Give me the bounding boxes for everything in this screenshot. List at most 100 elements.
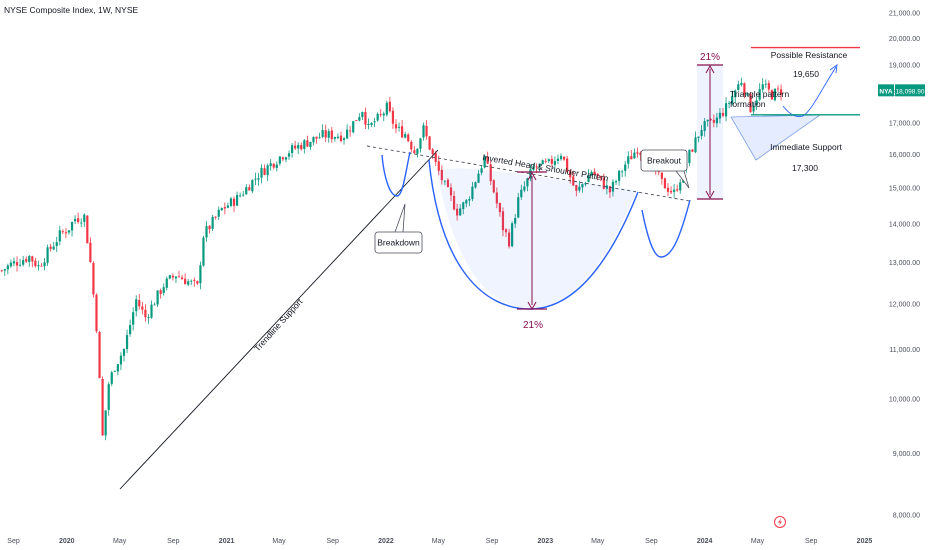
candle-body xyxy=(770,90,774,100)
candle-body xyxy=(776,88,780,90)
candle-body xyxy=(379,114,382,116)
y-tick-label: 9,000.00 xyxy=(893,451,920,458)
candle-body xyxy=(55,242,58,247)
triangle-label-line2: formation xyxy=(730,99,766,109)
candle-body xyxy=(697,136,700,138)
x-tick-label: 2025 xyxy=(857,538,873,545)
candle-body xyxy=(321,129,324,137)
candle-body xyxy=(474,182,477,188)
candle-body xyxy=(434,153,437,162)
lightning-icon[interactable] xyxy=(774,516,786,528)
candle-body xyxy=(602,177,605,189)
candle-body xyxy=(486,156,489,164)
candle-body xyxy=(208,225,211,230)
candle-body xyxy=(483,155,486,168)
candle-body xyxy=(92,262,95,295)
y-tick-label: 8,000.00 xyxy=(893,513,920,520)
candle-body xyxy=(446,179,450,188)
candle-body xyxy=(572,176,575,186)
y-tick-label: 14,000.00 xyxy=(889,221,920,228)
candle-body xyxy=(694,137,697,153)
candle-body xyxy=(410,141,413,150)
candle-body xyxy=(639,152,642,156)
candle-body xyxy=(37,265,40,267)
measure-head-arrow-up xyxy=(527,171,537,181)
candle-body xyxy=(526,178,529,187)
candle-body xyxy=(61,231,64,233)
candle-body xyxy=(779,89,783,95)
candle-body xyxy=(614,181,618,183)
y-tick-label: 20,000.00 xyxy=(889,36,920,43)
candle-body xyxy=(196,281,199,284)
candle-body xyxy=(578,186,581,191)
candle-body xyxy=(202,237,205,266)
candle-body xyxy=(153,304,156,306)
candle-body xyxy=(431,149,434,154)
candle-body xyxy=(251,179,254,192)
candle-body xyxy=(297,145,300,149)
candle-body xyxy=(663,178,667,189)
candle-body xyxy=(272,163,275,168)
candle-body xyxy=(599,175,602,178)
candle-body xyxy=(122,349,126,356)
candle-body xyxy=(511,223,514,247)
candle-body xyxy=(581,184,584,188)
candle-body xyxy=(764,83,767,85)
candle-body xyxy=(495,192,498,204)
candle-body xyxy=(520,189,523,198)
x-tick-label: Sep xyxy=(167,538,180,545)
candle-body xyxy=(187,281,190,285)
candle-body xyxy=(394,124,398,129)
candle-body xyxy=(171,275,174,278)
target-arrow-down xyxy=(705,190,715,200)
candle-body xyxy=(284,157,288,160)
candle-body xyxy=(43,262,46,267)
time-axis[interactable]: Sep 2020 May Sep 2021 May Sep 2022 May Sep 2023 May… xyxy=(7,516,873,546)
candle-body xyxy=(9,262,13,267)
candle-body xyxy=(352,121,355,133)
candle-body xyxy=(517,197,520,218)
candle-body xyxy=(80,222,83,224)
breakout-callout xyxy=(640,149,688,172)
candle-body xyxy=(220,207,223,211)
candle-body xyxy=(559,155,563,160)
candle-body xyxy=(541,160,544,165)
candle-body xyxy=(25,259,28,262)
candle-body xyxy=(477,173,480,183)
candle-body xyxy=(235,194,239,206)
y-tick-label: 12,000.00 xyxy=(889,302,920,309)
candle-body xyxy=(721,112,725,116)
pct-top-label: 21% xyxy=(700,52,720,63)
candle-body xyxy=(339,135,343,142)
price-axis[interactable]: 21,000.0020,000.0019,000.0018,000.0017,0… xyxy=(878,11,925,520)
candle-body xyxy=(584,183,587,185)
candle-body xyxy=(239,195,242,197)
candle-body xyxy=(150,304,153,318)
candle-body xyxy=(370,122,373,125)
candle-body xyxy=(422,125,425,138)
candle-body xyxy=(211,216,214,229)
candle-body xyxy=(177,276,181,278)
candle-body xyxy=(547,159,550,162)
candle-body xyxy=(385,102,388,115)
x-tick-label: 2021 xyxy=(219,538,235,545)
candle-body xyxy=(673,189,676,192)
candle-body xyxy=(245,187,248,195)
candle-body xyxy=(34,260,37,267)
pct-bottom-label: 21% xyxy=(523,320,543,331)
candle-body xyxy=(382,113,385,116)
candle-body xyxy=(315,136,318,139)
candle-body xyxy=(165,278,168,288)
candle-body xyxy=(217,209,220,217)
candle-body xyxy=(456,208,459,216)
candle-body xyxy=(355,120,358,121)
candle-body xyxy=(407,134,410,142)
candle-body xyxy=(440,169,443,181)
candle-body xyxy=(740,82,743,85)
candle-body xyxy=(67,230,71,233)
candle-body xyxy=(443,180,446,182)
candle-body xyxy=(746,93,749,96)
candle-body xyxy=(294,145,297,149)
support-value: 17,300 xyxy=(792,163,818,173)
